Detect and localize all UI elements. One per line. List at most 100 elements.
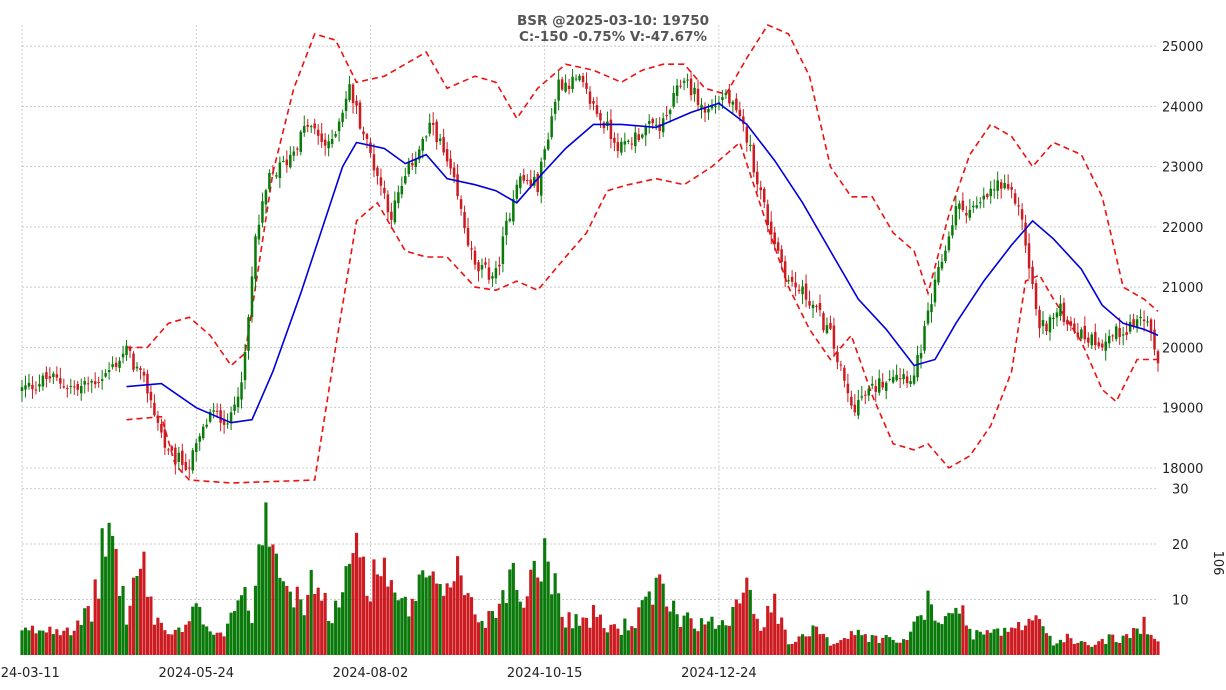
candle-body <box>616 142 620 152</box>
volume-bar <box>354 532 359 655</box>
volume-bar <box>1093 644 1097 655</box>
volume-bar <box>703 624 707 655</box>
volume-bar <box>536 577 540 655</box>
volume-bar <box>396 600 400 655</box>
candle-body <box>972 205 975 208</box>
candle <box>240 371 243 409</box>
candle-body <box>1087 337 1090 343</box>
volume-bar <box>1152 638 1157 655</box>
candle-body <box>491 276 494 279</box>
candle <box>522 168 526 184</box>
volume-bar <box>571 628 575 655</box>
candle-body <box>424 136 428 138</box>
candle <box>553 98 557 121</box>
volume-bar <box>180 632 184 655</box>
candle <box>958 200 961 220</box>
candle <box>877 369 881 396</box>
candle <box>550 108 553 140</box>
volume-bar <box>797 636 801 655</box>
candle-body <box>557 79 560 101</box>
volume-bar <box>668 611 672 655</box>
candle-body <box>278 162 282 179</box>
volume-bar <box>968 628 972 655</box>
candle-body <box>585 82 588 89</box>
volume-bar <box>835 642 839 655</box>
candle-body <box>484 262 487 265</box>
candle-body <box>1059 303 1062 316</box>
volume-bar <box>874 635 878 655</box>
candle-body <box>620 141 623 153</box>
candle-body <box>522 175 526 181</box>
candle <box>459 195 463 216</box>
candle <box>1013 189 1017 206</box>
candle <box>1146 315 1149 327</box>
candle-body <box>686 79 689 81</box>
volume-bar <box>532 560 536 655</box>
volume-bar <box>1072 643 1076 655</box>
candle <box>864 390 867 405</box>
volume-bar <box>20 630 24 655</box>
candle <box>337 118 341 142</box>
candle-body <box>609 119 613 139</box>
candle-body <box>233 404 236 411</box>
volume-bar <box>51 634 55 655</box>
candle <box>630 137 634 150</box>
volume-bar <box>560 616 564 655</box>
volume-bar <box>30 625 35 655</box>
volume-bar <box>891 639 895 655</box>
candle <box>93 372 97 389</box>
volume-bar <box>738 603 742 655</box>
candle-body <box>843 367 846 381</box>
candle <box>557 71 560 111</box>
volume-bar <box>762 627 766 655</box>
volume-bar <box>494 617 498 655</box>
candle-body <box>919 353 923 359</box>
candle <box>501 226 505 273</box>
candle <box>961 192 965 212</box>
candle-body <box>167 449 170 451</box>
candle <box>585 72 588 94</box>
candle-body <box>160 423 163 433</box>
volume-bar <box>922 619 927 655</box>
volume-bar <box>1100 638 1104 655</box>
candle-body <box>330 139 334 144</box>
candle-body <box>41 375 45 387</box>
volume-bar <box>344 566 348 655</box>
candle <box>292 146 296 162</box>
upper-band-line <box>126 23 1159 367</box>
candle-body <box>90 380 93 383</box>
candle-body <box>1055 312 1059 318</box>
candle <box>34 381 38 395</box>
candle <box>1031 260 1034 290</box>
volume-bar <box>490 611 494 655</box>
candle-body <box>634 132 637 147</box>
volume-bar <box>710 616 714 655</box>
volume-bar <box>682 615 686 655</box>
candle <box>623 132 627 153</box>
volume-bar <box>389 580 393 655</box>
candle-body <box>306 124 309 127</box>
volume-bar <box>975 630 979 655</box>
volume-bar <box>626 630 630 655</box>
volume-bar <box>1111 634 1115 655</box>
candle <box>985 192 989 200</box>
candle-body <box>1052 317 1055 320</box>
lower-band-line <box>126 141 1158 484</box>
candle-body <box>313 123 316 129</box>
candle-body <box>853 404 857 413</box>
candle <box>494 260 498 285</box>
candle-body <box>1073 323 1076 332</box>
candle-body <box>912 375 916 384</box>
candle-body <box>933 279 937 303</box>
candle-body <box>975 205 979 208</box>
candle-body <box>825 325 829 333</box>
candle <box>780 245 783 271</box>
candle-body <box>1031 266 1034 284</box>
candle-body <box>738 109 742 117</box>
candle-body <box>647 121 651 124</box>
volume-bar <box>156 617 160 655</box>
candle <box>1045 320 1048 336</box>
candle-body <box>229 412 233 423</box>
candle-body <box>52 373 55 378</box>
date-tick-label: 2024-10-15 <box>507 666 583 681</box>
